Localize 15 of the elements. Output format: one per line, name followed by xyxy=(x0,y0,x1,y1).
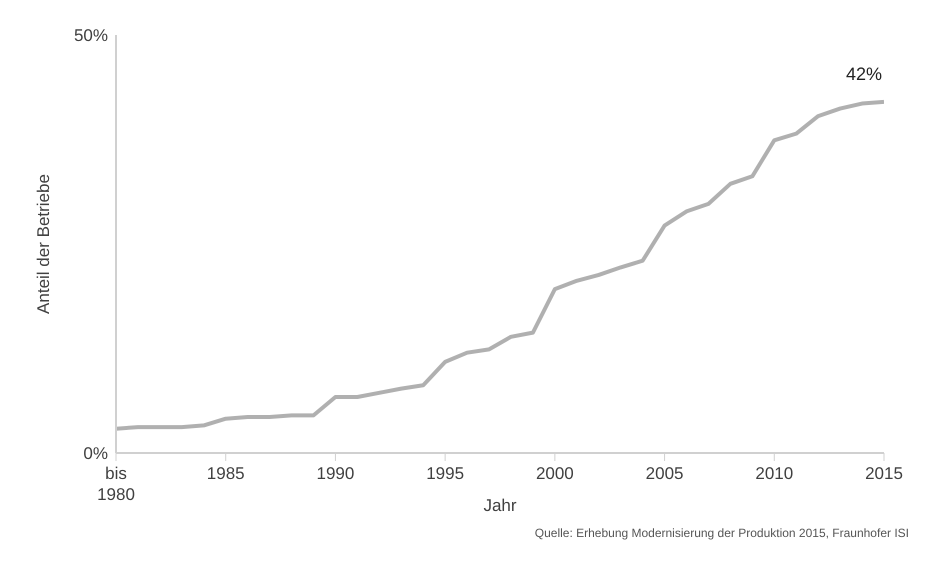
x-tick-label: 2015 xyxy=(865,464,903,483)
x-tick-label: 2005 xyxy=(646,464,684,483)
y-axis-title: Anteil der Betriebe xyxy=(34,174,54,314)
x-tick-label: 1995 xyxy=(426,464,464,483)
y-tick-label: 50% xyxy=(74,26,108,46)
x-tick-label: bis 1980 xyxy=(97,464,135,504)
x-tick-label: 2000 xyxy=(536,464,574,483)
line-series xyxy=(116,100,884,431)
x-tick-label: 1990 xyxy=(316,464,354,483)
x-axis-title: Jahr xyxy=(483,496,517,515)
y-tick-label: 0% xyxy=(83,444,108,464)
x-tick-label: 1985 xyxy=(206,464,245,483)
source-note: Quelle: Erhebung Modernisierung der Produktion 2015, Fraunhofer ISI xyxy=(534,526,909,540)
annotation: 42% xyxy=(846,64,882,84)
x-tick-label: 2010 xyxy=(755,464,794,483)
